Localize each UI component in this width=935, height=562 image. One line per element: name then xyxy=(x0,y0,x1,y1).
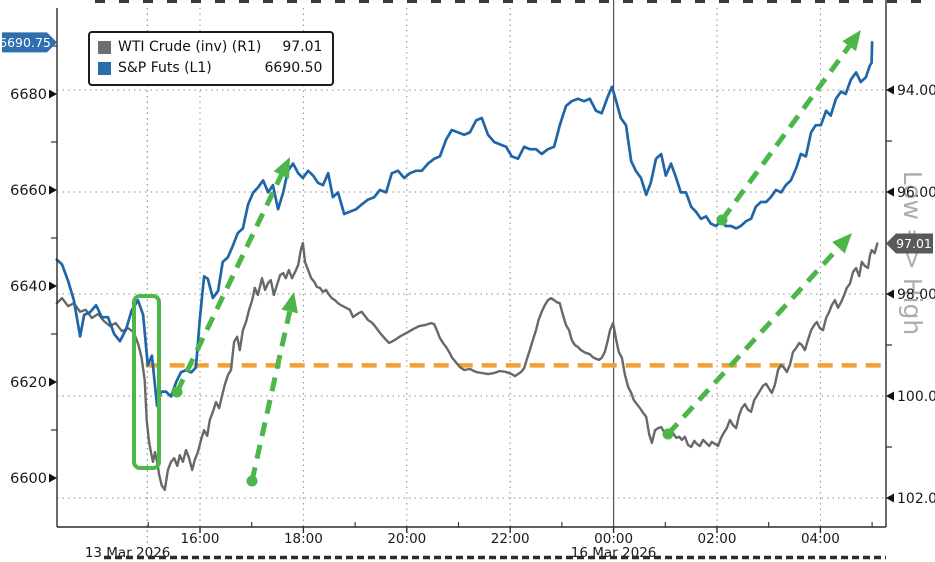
x-axis-time-label: 04:00 xyxy=(801,531,840,547)
left-tick-arrow-icon xyxy=(49,89,57,99)
legend-row-wti: WTI Crude (inv) (R1) 97.01 xyxy=(98,37,322,58)
trend-arrow-head xyxy=(842,30,861,52)
wti-last-price-text: 97.01 xyxy=(896,236,932,251)
x-axis-time-label: 00:00 xyxy=(594,531,633,547)
x-axis-time-label: 16:00 xyxy=(181,531,220,547)
sp-last-price-text: 6690.75 xyxy=(0,35,51,50)
sp-legend-value: 6690.50 xyxy=(264,60,323,76)
right-axis-label: 94.00 xyxy=(897,83,935,99)
right-axis-label: 102.00 xyxy=(897,491,935,507)
right-tick-arrow-icon xyxy=(886,289,894,299)
trend-arrow-shaft xyxy=(249,310,293,482)
x-axis-time-label: 22:00 xyxy=(491,531,530,547)
right-tick-arrow-icon xyxy=(886,85,894,95)
wti-swatch xyxy=(98,41,111,54)
trend-arrow-shaft xyxy=(174,173,284,394)
left-tick-arrow-icon xyxy=(49,473,57,483)
annotation-dot xyxy=(171,386,183,398)
x-axis-time-label: 20:00 xyxy=(387,531,426,547)
x-axis-time-label: 18:00 xyxy=(284,531,323,547)
right-axis-label: 96.00 xyxy=(897,185,935,201)
annotation-dot xyxy=(716,214,728,226)
annotation-dot xyxy=(246,475,258,487)
left-tick-arrow-icon xyxy=(49,185,57,195)
left-axis-label: 6660 xyxy=(10,183,47,199)
left-axis-label: 6620 xyxy=(10,375,47,391)
annotation-dot xyxy=(662,428,674,440)
legend-row-sp: S&P Futs (L1) 6690.50 xyxy=(98,58,322,79)
left-axis-label: 6640 xyxy=(10,279,47,295)
trend-arrow-head xyxy=(832,233,852,254)
sp-legend-label: S&P Futs (L1) xyxy=(118,60,212,76)
sp-swatch xyxy=(98,62,111,75)
wti-crude-line xyxy=(55,241,879,491)
trend-arrow-shaft xyxy=(719,44,852,222)
wti-legend-value: 97.01 xyxy=(282,39,323,55)
trend-arrow-shaft xyxy=(666,246,841,436)
right-axis-label: 100.00 xyxy=(897,389,935,405)
left-tick-arrow-icon xyxy=(49,281,57,291)
trend-arrow-head xyxy=(281,292,298,314)
trend-arrow-head xyxy=(273,157,290,179)
legend: WTI Crude (inv) (R1) 97.01 S&P Futs (L1)… xyxy=(88,31,335,86)
sp-futures-line xyxy=(55,41,874,408)
x-axis-time-label: 02:00 xyxy=(698,531,737,547)
sp-last-price-badge xyxy=(2,32,57,53)
left-axis-label: 6600 xyxy=(10,471,47,487)
right-tick-arrow-icon xyxy=(886,493,894,503)
highlight-box xyxy=(132,294,161,470)
right-axis-label: 98.00 xyxy=(897,287,935,303)
right-tick-arrow-icon xyxy=(886,391,894,401)
wti-legend-label: WTI Crude (inv) (R1) xyxy=(118,39,262,55)
wti-last-price-badge xyxy=(886,233,933,254)
left-tick-arrow-icon xyxy=(49,377,57,387)
right-tick-arrow-icon xyxy=(886,187,894,197)
left-axis-label: 6680 xyxy=(10,87,47,103)
